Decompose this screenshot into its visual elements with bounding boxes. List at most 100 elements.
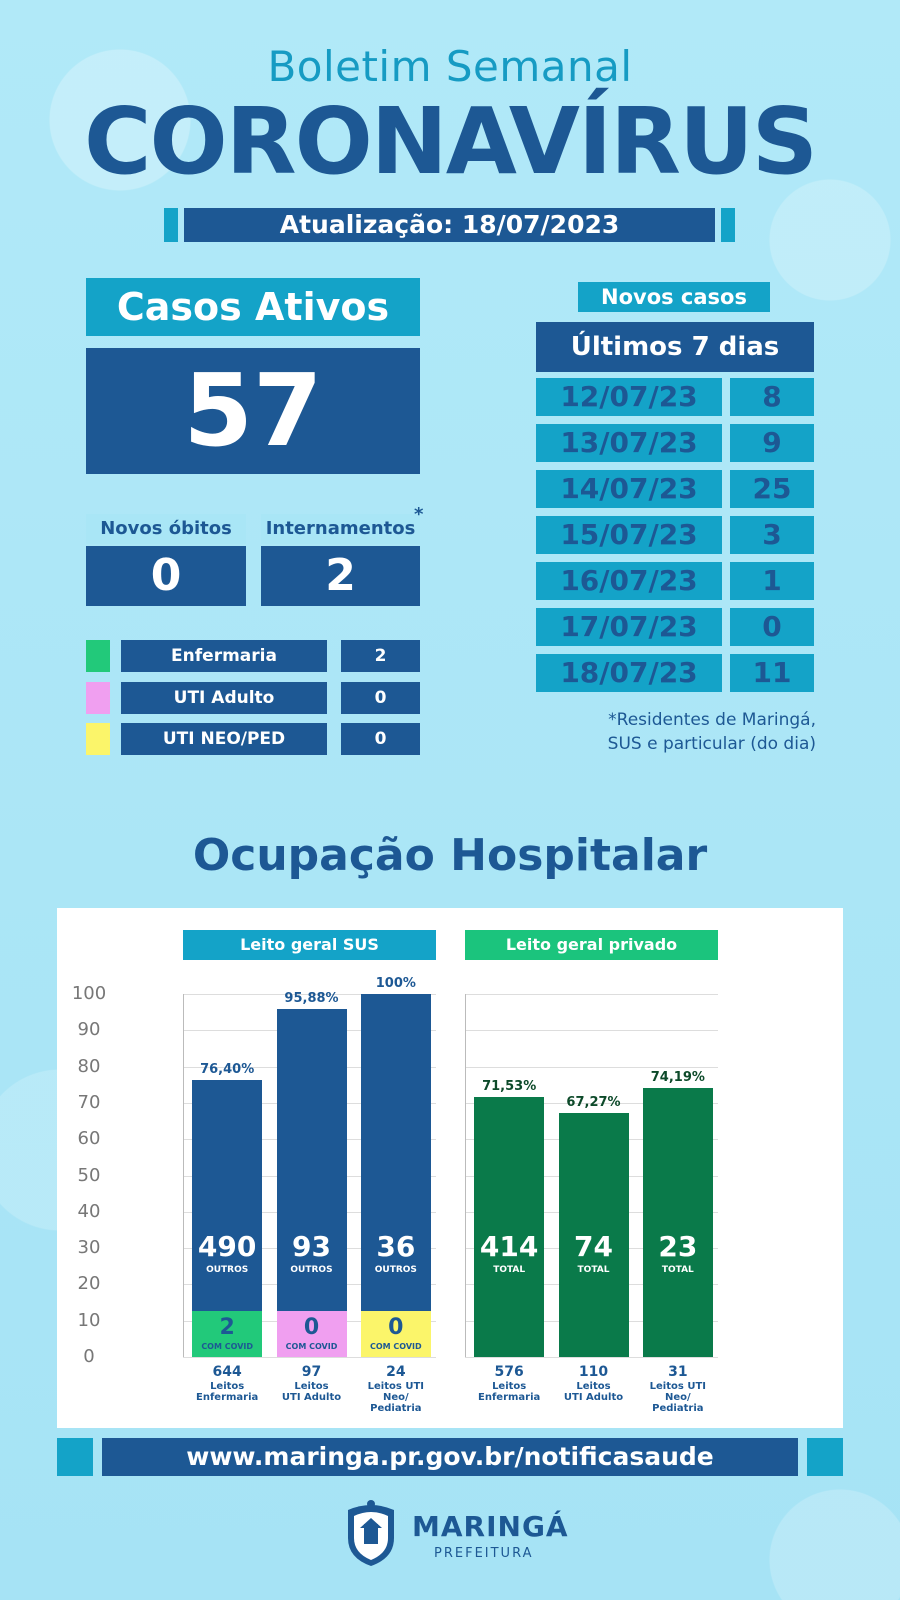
bed-value-enfermaria: 2 [341, 640, 420, 672]
bar [360, 994, 431, 1311]
day-date: 12/07/23 [536, 378, 722, 416]
bar-count-label: OUTROS [290, 1265, 333, 1275]
bar-count: 74 [574, 1230, 613, 1263]
y-tick-label: 70 [77, 1091, 101, 1113]
bed-label-uti-adulto: UTI Adulto [121, 682, 327, 714]
gridline [465, 994, 718, 995]
covid-count: 2 [219, 1315, 235, 1340]
day-value: 0 [730, 608, 814, 646]
gridline [183, 1357, 436, 1358]
covid-count-label: COM COVID [201, 1342, 253, 1351]
bar [642, 1087, 713, 1357]
bar-count-label: TOTAL [493, 1265, 526, 1275]
day-date: 16/07/23 [536, 562, 722, 600]
hospitalizations-value: 2 [261, 546, 420, 606]
category-total: 576 [494, 1364, 524, 1380]
bed-label-uti-neo-ped: UTI NEO/PED [121, 723, 327, 755]
day-date: 15/07/23 [536, 516, 722, 554]
day-date: 18/07/23 [536, 654, 722, 692]
category-label: UTI Adulto [281, 1392, 342, 1403]
last-7-days-header: Últimos 7 dias [536, 322, 814, 372]
bar-count: 93 [292, 1230, 331, 1263]
new-deaths-label: Novos óbitos [86, 514, 246, 544]
y-tick-label: 10 [77, 1309, 101, 1331]
covid-count: 0 [388, 1315, 404, 1340]
hospitalizations-label: Internamentos [261, 514, 420, 544]
url-bar-accent-left [57, 1438, 93, 1476]
category-label: Enfermaria [196, 1392, 259, 1403]
y-tick-label: 80 [77, 1055, 101, 1077]
category-label: Neo/ [382, 1392, 409, 1403]
footnote-line-1: *Residentes de Maringá, [608, 710, 816, 730]
sus-group-header: Leito geral SUS [183, 930, 436, 960]
category-label: Neo/ [664, 1392, 691, 1403]
category-label: Leitos [492, 1381, 527, 1392]
category-total: 97 [301, 1364, 322, 1380]
covid-bar [192, 1311, 263, 1357]
active-cases-value: 57 [86, 348, 420, 474]
gridline [465, 1357, 718, 1358]
occupancy-title: Ocupação Hospitalar [192, 830, 708, 881]
maringa-crest-icon [340, 1498, 402, 1568]
covid-bar [360, 1311, 431, 1357]
day-value: 9 [730, 424, 814, 462]
uti-adulto-swatch [86, 682, 110, 714]
bar-percent-label: 74,19% [650, 1069, 705, 1085]
covid-count-label: COM COVID [369, 1342, 422, 1351]
covid-count: 0 [303, 1315, 320, 1340]
bar-count: 36 [376, 1230, 416, 1263]
gridline [183, 994, 436, 995]
new-deaths-value: 0 [86, 546, 246, 606]
category-total: 24 [386, 1364, 406, 1380]
y-tick-label: 50 [77, 1164, 101, 1186]
update-bar-accent-left [164, 208, 178, 242]
bar [192, 1079, 263, 1311]
y-tick-label: 100 [71, 983, 107, 1004]
category-label: UTI Adulto [563, 1392, 624, 1403]
category-label: Pediatria [370, 1403, 422, 1414]
update-bar-accent-right [721, 208, 735, 242]
category-label: Leitos [576, 1381, 611, 1392]
y-tick-label: 40 [77, 1200, 101, 1222]
bar-percent-label: 95,88% [284, 990, 339, 1006]
bar-count-label: TOTAL [661, 1265, 694, 1275]
bulletin-title: CORONAVÍRUS [84, 88, 818, 195]
update-date-banner: Atualização: 18/07/2023 [184, 208, 715, 242]
bar-count: 490 [197, 1230, 257, 1263]
y-axis-line [183, 994, 184, 1357]
bed-label-enfermaria: Enfermaria [121, 640, 327, 672]
covid-count-label: COM COVID [285, 1342, 338, 1351]
y-axis-line [465, 994, 466, 1357]
private-group-header: Leito geral privado [465, 930, 718, 960]
uti-neo-ped-swatch [86, 723, 110, 755]
occupancy-chart-panel [57, 908, 843, 1428]
category-label: Leitos [210, 1381, 245, 1392]
footnote: *Residentes de Maringá, SUS e particular… [540, 708, 816, 756]
y-tick-label: 0 [83, 1346, 95, 1367]
active-cases-label: Casos Ativos [86, 278, 420, 336]
gridline [465, 1030, 718, 1032]
y-tick-label: 30 [77, 1237, 101, 1259]
y-tick-label: 20 [77, 1273, 101, 1295]
bar-count: 23 [658, 1230, 698, 1263]
bed-value-uti-neo-ped: 0 [341, 723, 420, 755]
bar [558, 1112, 629, 1357]
logo-name: MARINGÁ [412, 1510, 569, 1543]
category-total: 110 [578, 1364, 609, 1380]
category-total: 644 [212, 1364, 242, 1380]
bar-percent-label: 100% [375, 976, 416, 991]
covid-bar [276, 1311, 347, 1357]
category-label: Pediatria [652, 1403, 704, 1414]
day-value: 8 [730, 378, 814, 416]
day-date: 13/07/23 [536, 424, 722, 462]
new-cases-label: Novos casos [578, 282, 770, 312]
gridline [465, 1102, 718, 1104]
day-value: 1 [730, 562, 814, 600]
category-total: 31 [668, 1364, 688, 1380]
bar-percent-label: 71,53% [482, 1079, 537, 1095]
y-tick-label: 60 [77, 1128, 101, 1150]
category-label: Leitos UTI [649, 1381, 706, 1392]
bulletin-subtitle: Boletim Semanal [267, 42, 633, 91]
notification-url[interactable]: www.maringa.pr.gov.br/notificasaude [102, 1438, 798, 1476]
day-date: 17/07/23 [536, 608, 722, 646]
